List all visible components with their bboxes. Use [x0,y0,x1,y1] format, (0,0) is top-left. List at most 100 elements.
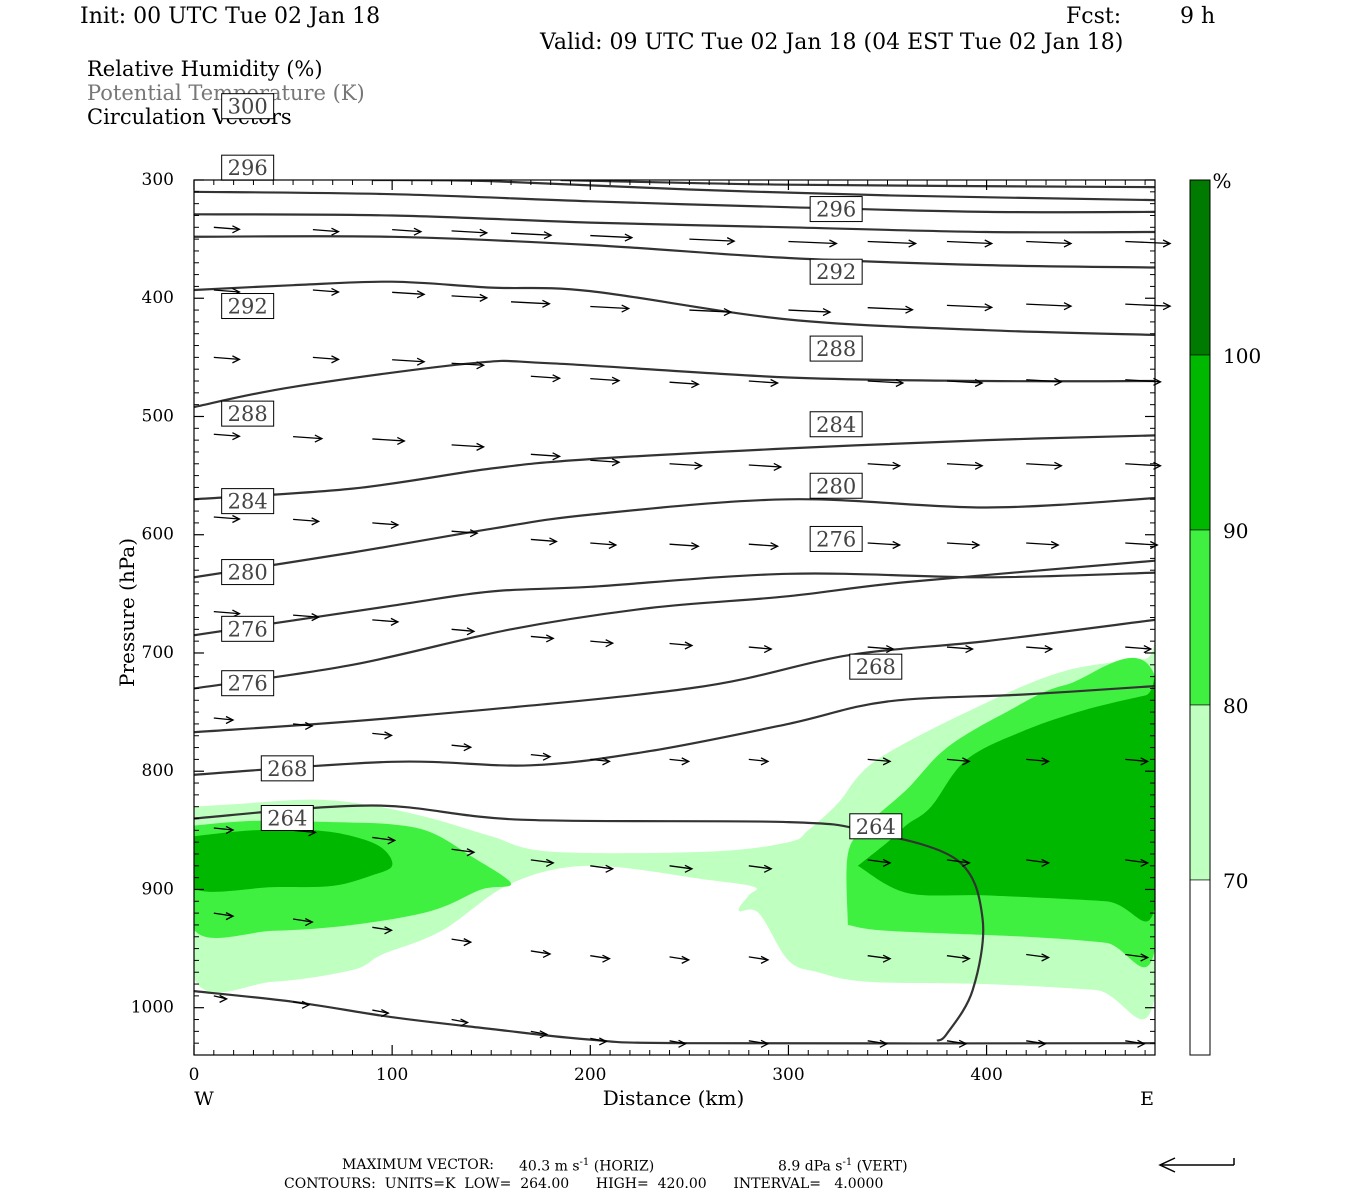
vertical-value: 8.9 dPa s [778,1158,843,1175]
contour-label-268: 268 [260,755,314,782]
circulation-vector [293,517,321,526]
colorbar-segment [1189,529,1211,706]
circulation-vector [867,239,918,248]
circulation-vector [372,1008,390,1018]
circulation-vector [590,540,618,550]
colorbar-segment [1189,354,1211,531]
circulation-vector [669,461,703,470]
max-vector-vertical: 8.9 dPa s-1 (VERT) [778,1157,908,1175]
circulation-vector [590,954,611,963]
theta-contour-296 [194,235,1155,269]
circulation-vector [669,542,700,551]
theta-contour-312 [560,180,1155,189]
svg-text:264: 264 [267,807,307,831]
circulation-vector [669,641,694,650]
valid-time: Valid: 09 UTC Tue 02 Jan 18 (04 EST Tue … [540,30,1124,55]
y-tick-label: 1000 [131,998,174,1018]
circulation-vector [689,237,736,246]
circulation-vector [946,858,971,867]
circulation-vector [312,355,340,364]
circulation-vector [1026,1039,1047,1048]
circulation-vector [946,239,994,248]
circulation-vector [1026,239,1073,248]
y-tick-label: 700 [142,643,174,663]
circulation-vector [867,954,892,963]
circulation-vector [946,378,984,388]
circulation-vector [867,540,902,550]
circulation-vector [590,458,621,467]
circulation-vector [213,514,241,524]
theta-contour-276 [194,571,1155,637]
circulation-vector [1026,461,1063,470]
circulation-vector [292,1000,311,1009]
theta-contour-284 [194,434,1155,501]
circulation-vector [788,307,832,317]
circulation-vector [213,432,241,441]
circulation-vector [451,1018,470,1027]
theta-contour-288 [194,359,1155,409]
circulation-vector [530,752,552,761]
circulation-vector [1026,302,1073,311]
circulation-vector [213,825,235,835]
circulation-vector [312,227,340,236]
x-tick-label: 300 [772,1065,804,1085]
circulation-vector [392,357,426,366]
circulation-vector [451,938,473,947]
theta-contour-280 [194,497,1155,579]
y-tick-label: 900 [142,879,174,899]
circulation-vector [748,542,780,551]
circulation-vector [213,715,235,725]
circulation-vector [669,380,700,389]
circulation-vector [669,955,691,964]
contour-label-280: 280 [221,559,275,586]
circulation-vector [372,520,400,529]
circulation-vector [451,529,479,538]
theta-contour-272 [194,618,1155,734]
legend-potential-temperature: Potential Temperature (K) [87,81,365,105]
circulation-vector [669,757,691,766]
circulation-vector [590,1037,608,1046]
svg-text:296: 296 [228,156,268,180]
circulation-vector [590,376,621,385]
vertical-exponent: -1 [842,1157,853,1168]
theta-contour-300 [194,213,1155,234]
horizontal-tag: (HORIZ) [593,1158,655,1175]
horizontal-value: 40.3 m s [519,1158,580,1175]
svg-text:264: 264 [856,815,896,839]
circulation-vector [1125,239,1172,248]
circulation-vector [530,949,552,959]
circulation-vector [689,307,733,317]
circulation-vector [451,743,473,752]
circulation-vector [1026,540,1060,550]
circulation-vector [451,848,476,857]
circulation-vector [292,917,314,927]
circulation-vector [293,434,324,443]
circulation-vector [946,757,971,766]
colorbar-label: 70 [1223,869,1248,893]
svg-text:288: 288 [816,337,856,361]
circulation-vector [867,461,902,470]
x-end-label-east: E [1140,1088,1154,1110]
circulation-vector [530,452,562,461]
circulation-vector [669,864,694,873]
svg-text:300: 300 [228,95,268,119]
vertical-tag: (VERT) [856,1158,908,1175]
contour-label-292: 292 [809,258,863,285]
svg-text:292: 292 [228,295,268,319]
circulation-vector [530,1030,549,1039]
circulation-vector [213,355,241,364]
colorbar-segment [1189,879,1211,1056]
contour-label-296: 296 [221,154,275,181]
contour-label-300: 300 [221,93,275,120]
circulation-vector [392,227,423,236]
circulation-vector [946,954,971,963]
max-vector-label: MAXIMUM VECTOR: [342,1157,494,1173]
colorbar-label: 80 [1223,694,1248,718]
circulation-vector [748,462,783,472]
circulation-vector [748,644,773,654]
circulation-vector [590,233,634,242]
circulation-vector [372,731,393,740]
contour-label-276: 276 [809,525,863,552]
contour-label-296: 296 [809,196,863,223]
